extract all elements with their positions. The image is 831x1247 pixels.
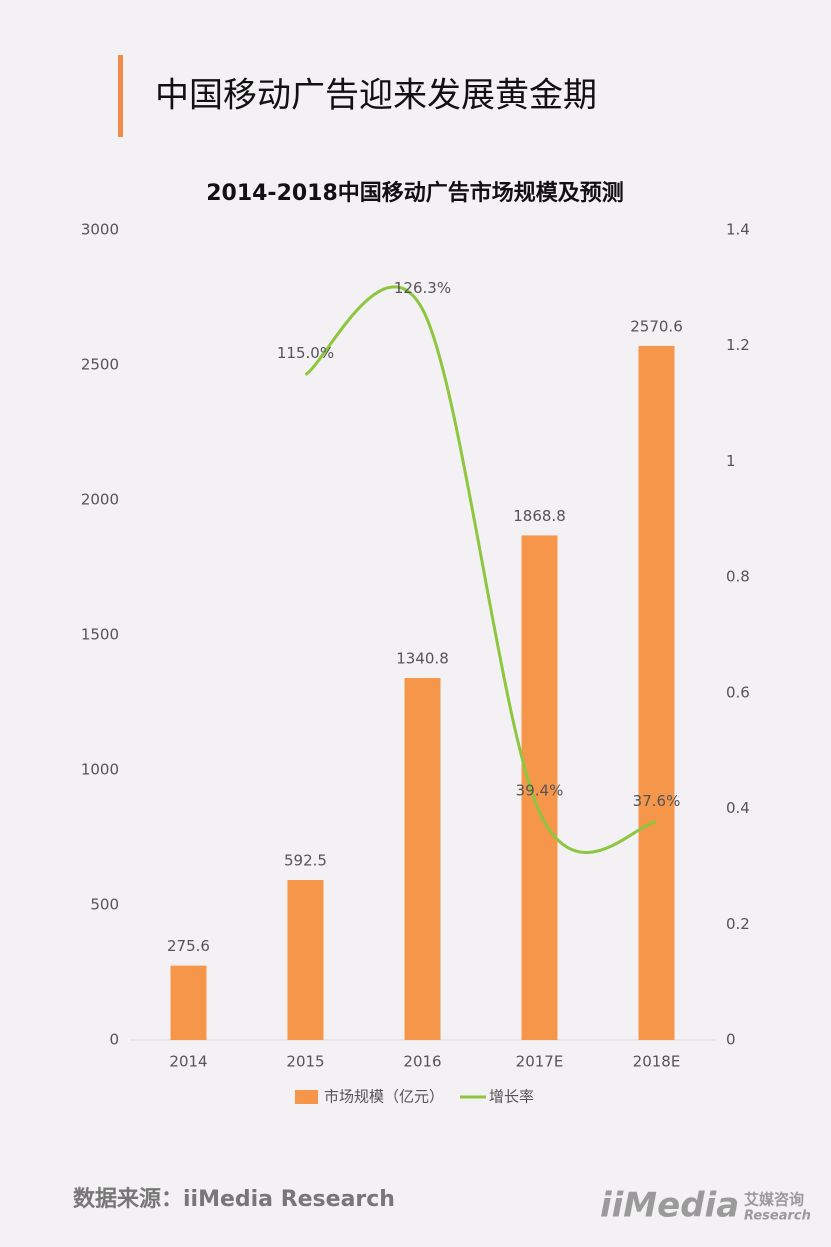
x-tick-label: 2017E [516,1053,564,1071]
x-tick-label: 2016 [403,1053,441,1071]
line-label: 39.4% [516,782,564,800]
header-accent [118,55,123,137]
logo-cn: 艾媒咨询 [744,1191,804,1209]
y-tick-label: 3000 [81,221,119,239]
y-tick-label: 2000 [81,491,119,509]
bar-label: 1868.8 [513,507,566,525]
bar [170,965,207,1040]
legend-label: 市场规模（亿元） [324,1088,444,1106]
line-label: 115.0% [277,344,334,362]
bar [521,535,558,1040]
legend-label: 增长率 [489,1088,534,1106]
y2-tick-label: 1 [726,452,736,470]
page-title: 中国移动广告迎来发展黄金期 [155,76,597,116]
y2-tick-label: 0.4 [726,799,750,817]
y-tick-label: 2500 [81,356,119,374]
logo-en: Research [744,1209,811,1224]
x-tick-label: 2015 [286,1053,324,1071]
growth-line [304,285,657,854]
bar [404,677,441,1040]
y-tick-label: 1000 [81,761,119,779]
bar-label: 2570.6 [630,317,683,335]
bar [638,345,675,1040]
y2-tick-label: 1.4 [726,221,750,239]
bar-label: 1340.8 [396,649,449,667]
bar [287,880,324,1040]
y-tick-label: 500 [90,896,119,914]
chart-title: 2014-2018中国移动广告市场规模及预测 [206,180,624,206]
legend-swatch [295,1090,318,1104]
y-tick-label: 0 [109,1031,119,1049]
bar-label: 592.5 [284,852,327,870]
y2-tick-label: 0.6 [726,683,750,701]
logo: iiMedia [600,1186,739,1226]
line-label: 37.6% [633,792,681,810]
y2-tick-label: 0.8 [726,568,750,586]
y-tick-label: 1500 [81,626,119,644]
bar-label: 275.6 [167,937,210,955]
y2-tick-label: 0 [726,1031,736,1049]
x-tick-label: 2018E [633,1053,681,1071]
y2-tick-label: 1.2 [726,336,750,354]
source: 数据来源：iiMedia Research [73,1186,395,1212]
y2-tick-label: 0.2 [726,915,750,933]
line-label: 126.3% [394,279,451,297]
x-tick-label: 2014 [169,1053,207,1071]
